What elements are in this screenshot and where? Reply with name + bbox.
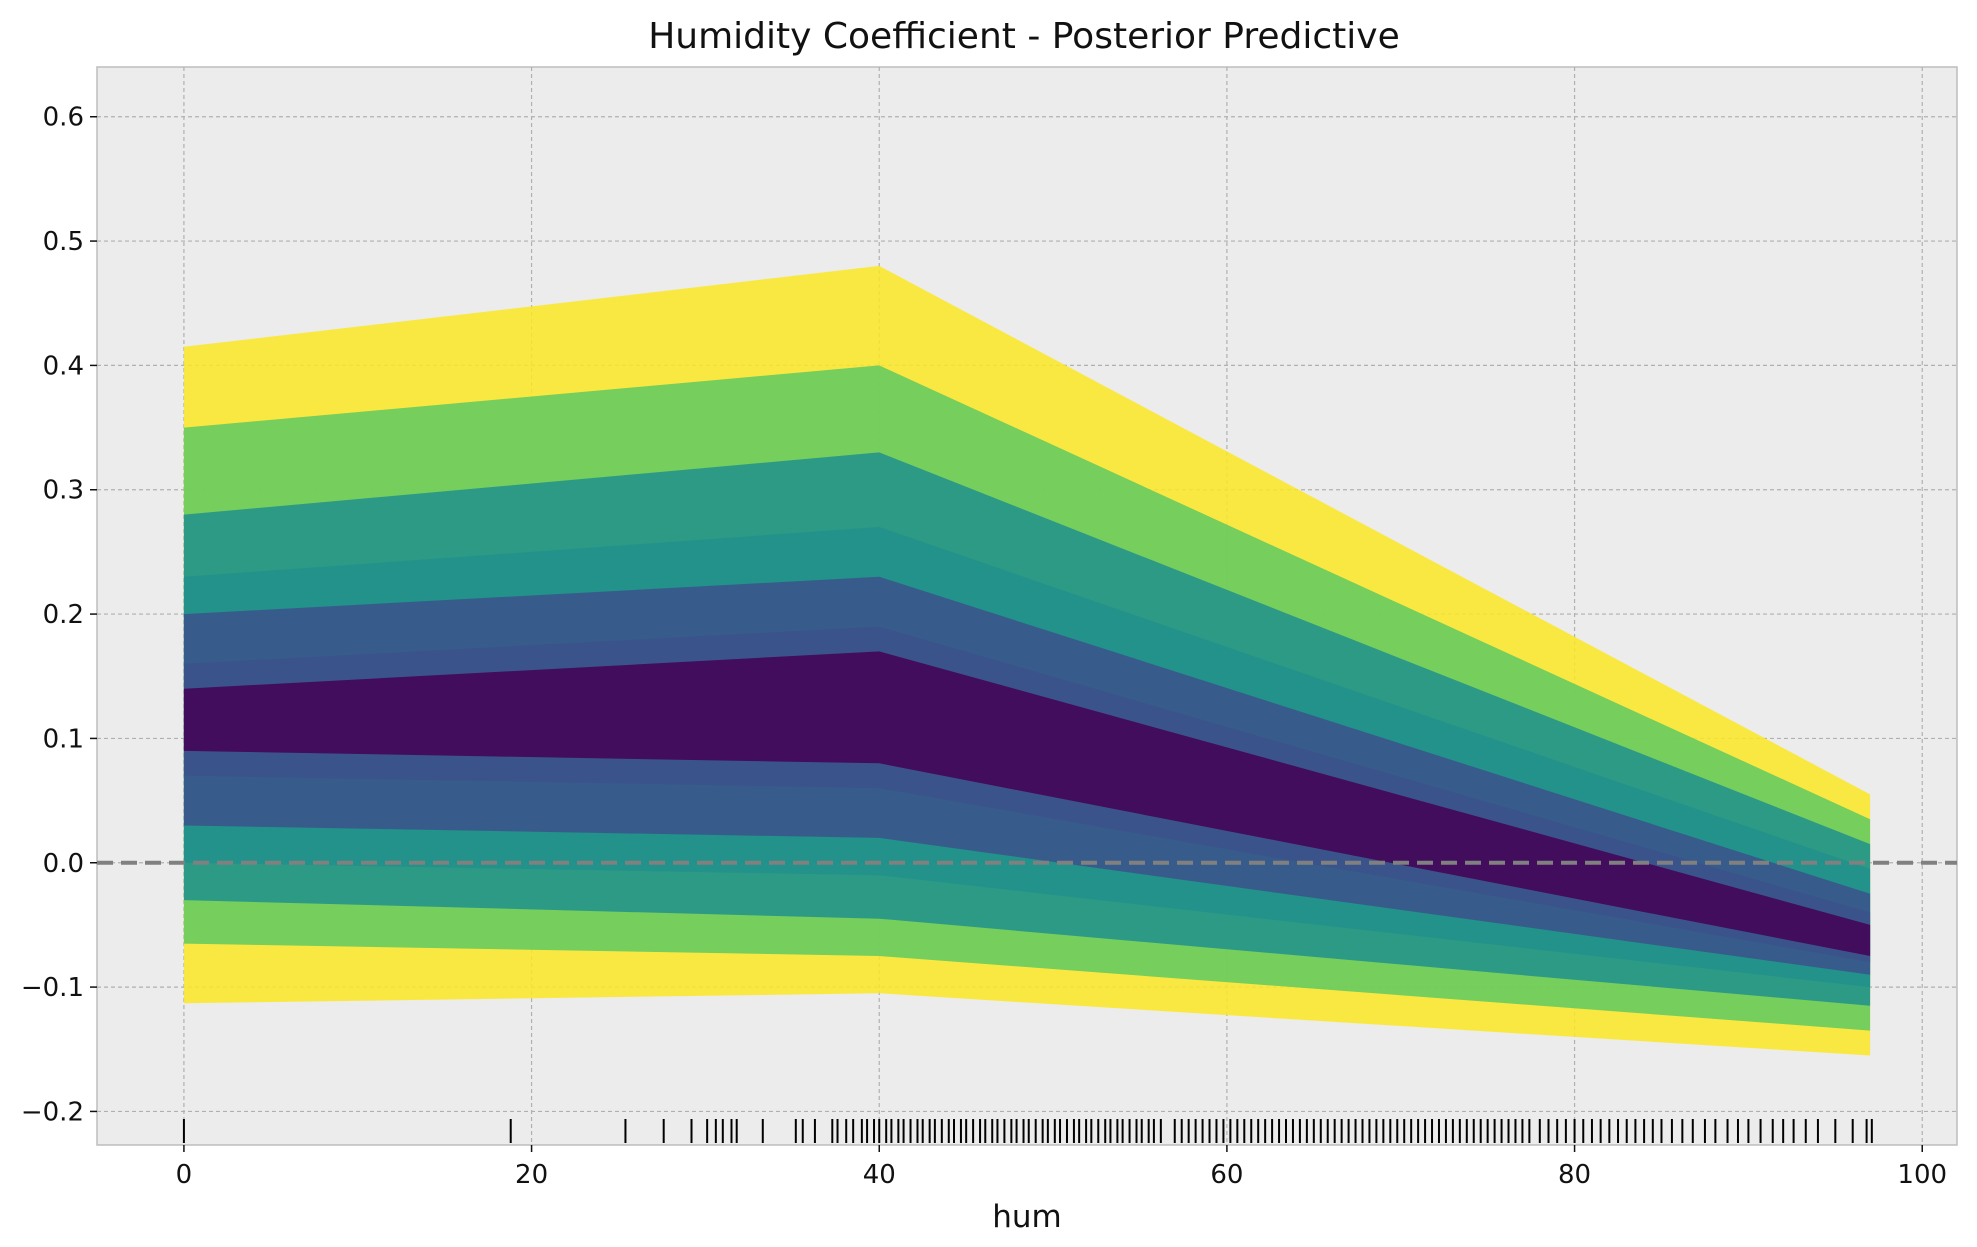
y-tick-label: 0.2 [43, 600, 84, 630]
x-tick-label: 20 [515, 1160, 548, 1190]
x-tick-label: 60 [1210, 1160, 1243, 1190]
x-tick-label: 100 [1897, 1160, 1947, 1190]
hdi-band [183, 651, 1871, 956]
x-tick-label: 0 [176, 1160, 193, 1190]
y-axis-ticks: −0.2 −0.1 0.0 0.1 0.2 0.3 0.4 0.5 0.6 [21, 103, 97, 1127]
rug-plot [182, 1119, 1873, 1143]
hdi-bands [183, 265, 1871, 1056]
y-tick-label: 0.3 [43, 476, 84, 506]
y-tick-label: 0.0 [43, 849, 84, 879]
x-axis-ticks: 0 20 40 60 80 100 [176, 1145, 1947, 1190]
y-tick-label: 0.5 [43, 227, 84, 257]
y-tick-label: 0.6 [43, 103, 84, 133]
y-tick-label: −0.1 [21, 973, 84, 1003]
x-tick-label: 40 [863, 1160, 896, 1190]
x-tick-label: 80 [1558, 1160, 1591, 1190]
y-tick-label: 0.4 [43, 351, 84, 381]
y-tick-label: −0.2 [21, 1097, 84, 1127]
chart-title: Humidity Coefficient - Posterior Predict… [648, 16, 1400, 57]
x-axis-label: hum [992, 1199, 1062, 1235]
y-tick-label: 0.1 [43, 724, 84, 754]
